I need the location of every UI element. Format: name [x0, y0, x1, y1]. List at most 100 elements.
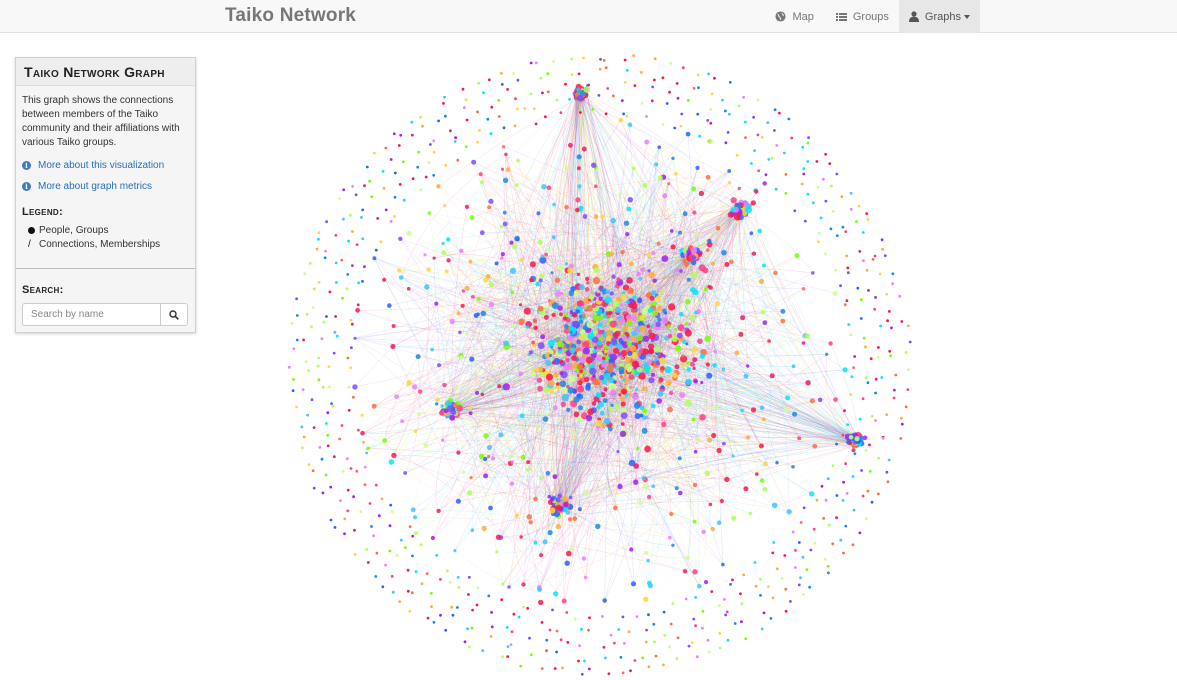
graph-node[interactable]	[509, 481, 515, 486]
graph-node[interactable]	[389, 220, 393, 223]
graph-node[interactable]	[760, 627, 764, 631]
graph-node[interactable]	[487, 205, 492, 210]
graph-node[interactable]	[710, 261, 715, 266]
graph-node[interactable]	[388, 549, 392, 553]
graph-node[interactable]	[692, 210, 697, 215]
graph-node[interactable]	[374, 483, 378, 487]
graph-node[interactable]	[506, 645, 510, 648]
graph-node[interactable]	[780, 318, 786, 324]
graph-node[interactable]	[568, 375, 576, 383]
graph-node[interactable]	[545, 310, 549, 314]
graph-node[interactable]	[391, 452, 397, 459]
graph-node[interactable]	[564, 204, 569, 210]
graph-node[interactable]	[874, 296, 877, 299]
graph-node[interactable]	[576, 95, 584, 102]
graph-node[interactable]	[592, 349, 597, 354]
graph-node[interactable]	[663, 633, 667, 637]
graph-node[interactable]	[410, 120, 414, 124]
graph-node[interactable]	[682, 211, 688, 217]
graph-node[interactable]	[723, 598, 726, 601]
graph-node[interactable]	[361, 208, 365, 212]
graph-node[interactable]	[651, 251, 656, 256]
graph-node[interactable]	[470, 626, 474, 630]
graph-node[interactable]	[755, 472, 759, 476]
search-input[interactable]	[22, 303, 160, 326]
graph-node[interactable]	[883, 254, 887, 257]
graph-node[interactable]	[583, 362, 588, 366]
graph-node[interactable]	[835, 172, 839, 176]
graph-node[interactable]	[621, 350, 628, 357]
graph-node[interactable]	[549, 353, 553, 358]
graph-node[interactable]	[597, 322, 603, 328]
graph-node[interactable]	[555, 98, 559, 102]
graph-node[interactable]	[558, 264, 565, 271]
graph-node[interactable]	[519, 413, 525, 419]
graph-node[interactable]	[660, 385, 665, 390]
graph-node[interactable]	[889, 354, 892, 357]
graph-node[interactable]	[878, 272, 882, 276]
graph-node[interactable]	[547, 339, 555, 347]
graph-node[interactable]	[756, 98, 760, 102]
graph-node[interactable]	[566, 641, 570, 644]
graph-node[interactable]	[333, 330, 337, 334]
graph-node[interactable]	[728, 180, 732, 185]
graph-node[interactable]	[638, 325, 647, 333]
graph-node[interactable]	[627, 366, 633, 372]
graph-node[interactable]	[760, 309, 766, 315]
graph-node[interactable]	[777, 111, 781, 115]
graph-node[interactable]	[502, 177, 509, 184]
graph-node[interactable]	[591, 401, 597, 406]
graph-node[interactable]	[645, 370, 650, 375]
graph-node[interactable]	[633, 479, 639, 485]
graph-node[interactable]	[607, 672, 611, 676]
graph-node[interactable]	[693, 379, 698, 384]
graph-node[interactable]	[617, 483, 623, 490]
graph-node[interactable]	[571, 320, 579, 328]
graph-node[interactable]	[595, 523, 601, 530]
graph-node[interactable]	[406, 568, 410, 572]
graph-node[interactable]	[662, 610, 666, 614]
graph-node[interactable]	[437, 119, 440, 123]
graph-node[interactable]	[432, 173, 436, 177]
graph-node[interactable]	[460, 303, 465, 308]
graph-node[interactable]	[771, 551, 775, 555]
graph-node[interactable]	[793, 209, 797, 213]
graph-node[interactable]	[375, 551, 379, 555]
graph-node[interactable]	[459, 248, 464, 254]
graph-node[interactable]	[817, 232, 821, 235]
graph-node[interactable]	[389, 503, 393, 507]
graph-node[interactable]	[692, 86, 696, 90]
graph-node[interactable]	[370, 195, 374, 199]
graph-node[interactable]	[602, 598, 607, 603]
graph-node[interactable]	[596, 405, 601, 410]
graph-node[interactable]	[606, 365, 614, 373]
graph-node[interactable]	[476, 586, 480, 590]
graph-node[interactable]	[486, 117, 490, 121]
graph-node[interactable]	[601, 615, 604, 618]
graph-node[interactable]	[543, 386, 551, 394]
graph-node[interactable]	[430, 347, 434, 352]
graph-node[interactable]	[479, 230, 485, 236]
graph-node[interactable]	[353, 528, 356, 532]
graph-node[interactable]	[692, 482, 698, 488]
graph-node[interactable]	[630, 581, 637, 587]
graph-node[interactable]	[639, 315, 645, 321]
graph-node[interactable]	[695, 165, 700, 170]
graph-node[interactable]	[480, 180, 484, 185]
graph-node[interactable]	[866, 381, 870, 385]
nav-item-graphs[interactable]: Graphs	[898, 0, 980, 33]
graph-node[interactable]	[467, 593, 470, 596]
graph-node[interactable]	[611, 94, 615, 98]
graph-node[interactable]	[443, 95, 446, 99]
graph-node[interactable]	[474, 390, 480, 395]
graph-node[interactable]	[646, 494, 652, 500]
graph-node[interactable]	[666, 324, 671, 329]
graph-node[interactable]	[499, 224, 504, 229]
graph-node[interactable]	[787, 117, 791, 121]
graph-node[interactable]	[784, 173, 788, 176]
graph-node[interactable]	[710, 590, 714, 593]
graph-node[interactable]	[759, 478, 765, 483]
graph-node[interactable]	[470, 295, 475, 299]
graph-node[interactable]	[701, 626, 704, 630]
graph-node[interactable]	[726, 638, 730, 642]
